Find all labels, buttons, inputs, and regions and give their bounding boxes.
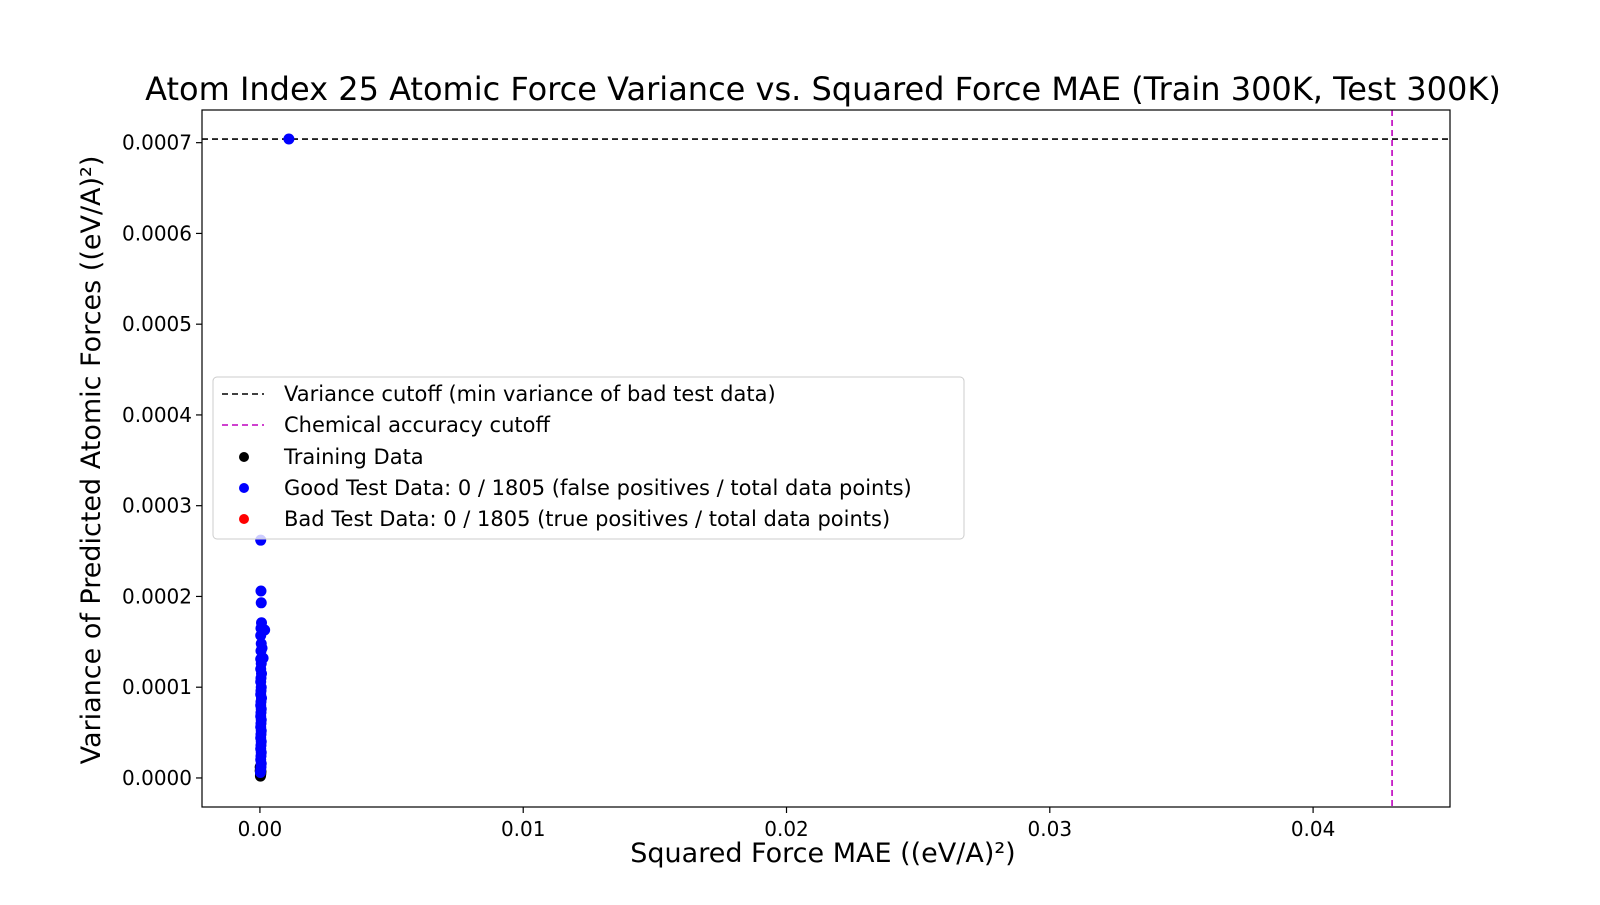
- x-axis-label: Squared Force MAE ((eV/A)²): [630, 838, 1015, 869]
- x-tick-label: 0.00: [238, 817, 283, 841]
- good-test-data-point: [255, 629, 267, 641]
- y-tick-label: 0.0007: [122, 131, 192, 155]
- legend-training-data-label: Training Data: [283, 445, 424, 469]
- y-tick-label: 0.0002: [122, 584, 192, 608]
- legend-good-test-data-marker: [239, 483, 249, 493]
- good-test-data-point: [255, 585, 267, 597]
- y-axis-label: Variance of Predicted Atomic Forces ((eV…: [76, 156, 107, 765]
- x-tick-label: 0.03: [1028, 817, 1073, 841]
- y-tick-label: 0.0004: [122, 403, 192, 427]
- plot-inner: [202, 110, 1450, 807]
- good-test-data-point: [254, 767, 266, 779]
- legend: Variance cutoff (min variance of bad tes…: [212, 376, 965, 540]
- y-tick-label: 0.0001: [122, 675, 192, 699]
- good-test-data-point: [255, 597, 267, 609]
- legend-bad-test-data-marker: [239, 514, 249, 524]
- plot-area: [202, 110, 1450, 807]
- y-tick-label: 0.0005: [122, 312, 192, 336]
- y-tick-label: 0.0000: [122, 766, 192, 790]
- legend-chemical-accuracy-label: Chemical accuracy cutoff: [284, 413, 550, 437]
- x-tick-label: 0.04: [1291, 817, 1336, 841]
- legend-box: [212, 376, 965, 540]
- chart-title: Atom Index 25 Atomic Force Variance vs. …: [145, 70, 1501, 108]
- x-tick-label: 0.01: [501, 817, 546, 841]
- plot-frame: [201, 109, 1451, 808]
- good-test-data-point: [283, 133, 295, 145]
- legend-training-data-marker: [239, 452, 249, 462]
- y-tick-label: 0.0006: [122, 221, 192, 245]
- legend-variance-cutoff-label: Variance cutoff (min variance of bad tes…: [284, 382, 776, 406]
- legend-bad-test-data-label: Bad Test Data: 0 / 1805 (true positives …: [284, 507, 890, 531]
- y-tick-label: 0.0003: [122, 494, 192, 518]
- axes: 0.00 0.01 0.02 0.03 0.04 0.0000 0.0001 0.0002 0.…: [122, 109, 1451, 841]
- x-tick-label: 0.02: [764, 817, 809, 841]
- legend-good-test-data-label: Good Test Data: 0 / 1805 (false positive…: [284, 476, 912, 500]
